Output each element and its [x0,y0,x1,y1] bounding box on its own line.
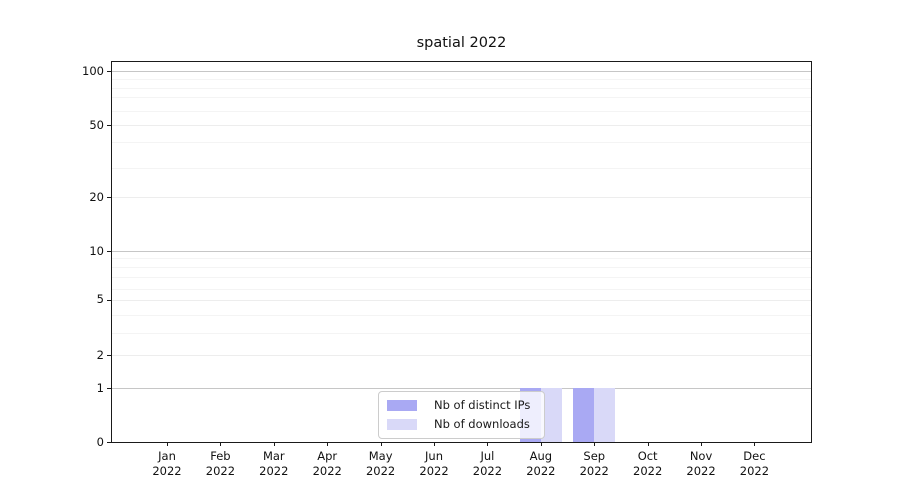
x-tick-apr [327,442,329,446]
minor-gridline-y-70 [112,96,811,98]
legend: Nb of distinct IPs Nb of downloads [378,391,545,439]
legend-swatch-distinct-ips [387,400,417,411]
minor-gridline-y-9 [112,258,811,259]
x-tick-nov [701,442,703,446]
x-tick-dec [754,442,756,446]
x-tick-month: Nov [689,449,713,463]
gridline-y-100 [112,71,811,72]
x-tick-month: Jan [158,449,176,463]
x-tick-label-oct: Oct 2022 [620,449,676,479]
gridline-y-20 [112,197,811,198]
x-tick-label-feb: Feb 2022 [192,449,248,479]
bar-sep-nb-of-distinct-ips [573,388,595,442]
x-tick-sep [594,442,596,446]
y-tick-50 [107,125,111,126]
x-tick-label-jul: Jul 2022 [459,449,515,479]
x-tick-month: Feb [210,449,231,463]
y-tick-100 [107,71,111,72]
x-tick-jan [167,442,168,446]
x-tick-month: Oct [637,449,658,463]
x-tick-label-jun: Jun 2022 [406,449,462,479]
y-tick-0 [107,442,111,443]
x-tick-month: Jul [480,449,495,463]
legend-entry-distinct-ips: Nb of distinct IPs [387,398,536,413]
x-tick-month: Apr [317,449,338,463]
x-tick-year: 2022 [152,464,182,478]
x-tick-month: May [368,449,393,463]
y-tick-20 [107,197,111,198]
x-tick-year: 2022 [472,464,503,478]
x-tick-label-mar: Mar 2022 [246,449,302,479]
x-tick-label-nov: Nov 2022 [673,449,729,479]
minor-gridline-y-60 [112,110,811,112]
chart-title: spatial 2022 [416,35,507,51]
y-tick-label-10: 10 [89,243,104,258]
minor-gridline-y-6 [112,289,811,290]
legend-entry-downloads: Nb of downloads [387,417,536,432]
x-tick-label-apr: Apr 2022 [299,449,355,479]
x-tick-year: 2022 [579,464,609,478]
minor-gridline-y-80 [112,87,811,89]
x-tick-jul [487,442,489,446]
legend-label-downloads: Nb of downloads [434,417,530,431]
minor-gridline-y-30 [112,167,811,169]
minor-gridline-y-3 [112,333,811,335]
x-tick-oct [647,442,649,446]
y-tick-label-2: 2 [96,347,104,362]
x-tick-year: 2022 [259,464,289,478]
x-tick-year: 2022 [312,464,342,478]
x-tick-month: Mar [262,449,285,463]
x-tick-year: 2022 [633,464,663,478]
minor-gridline-y-8 [112,267,811,268]
x-tick-label-may: May 2022 [353,449,409,479]
x-tick-feb [220,442,222,446]
y-tick-2 [107,355,111,357]
gridline-y-50 [112,125,811,126]
minor-gridline-y-40 [112,141,811,143]
y-tick-label-100: 100 [82,63,104,78]
x-tick-year: 2022 [739,464,770,478]
x-tick-year: 2022 [365,464,396,478]
gridline-y-10 [112,251,811,252]
bar-aug-nb-of-downloads [540,388,562,442]
x-tick-month: Dec [743,449,766,463]
legend-swatch-downloads [387,419,417,430]
legend-label-distinct-ips: Nb of distinct IPs [434,398,531,412]
bar-sep-nb-of-downloads [594,388,616,442]
x-tick-month: Aug [529,449,553,463]
y-tick-label-5: 5 [96,292,104,307]
gridline-y-2 [112,355,811,357]
minor-gridline-y-7 [112,277,811,278]
x-tick-year: 2022 [205,464,236,478]
x-tick-may [380,442,382,446]
gridline-y-1 [112,388,811,389]
y-tick-10 [107,251,111,252]
y-tick-label-20: 20 [89,189,104,204]
x-tick-mar [273,442,275,446]
y-tick-label-50: 50 [89,117,104,132]
x-tick-label-jan: Jan 2022 [139,449,195,479]
x-tick-year: 2022 [686,464,716,478]
x-tick-label-aug: Aug 2022 [513,449,569,479]
minor-gridline-y-90 [112,78,811,80]
x-tick-year: 2022 [526,464,556,478]
y-tick-1 [107,388,111,389]
x-tick-label-sep: Sep 2022 [566,449,622,479]
x-tick-year: 2022 [419,464,449,478]
plot-area: Nb of distinct IPs Nb of downloads 0 1 2 5 1… [82,61,812,478]
y-tick-label-0: 0 [96,434,104,449]
x-tick-jun [434,442,436,446]
x-tick-aug [540,442,542,446]
x-tick-month: Sep [583,449,606,463]
minor-gridline-y-4 [112,315,811,316]
x-tick-month: Jun [425,449,443,463]
y-tick-label-1: 1 [96,380,104,395]
gridline-y-5 [112,299,811,301]
y-tick-5 [107,299,111,301]
x-tick-label-dec: Dec 2022 [726,449,782,479]
